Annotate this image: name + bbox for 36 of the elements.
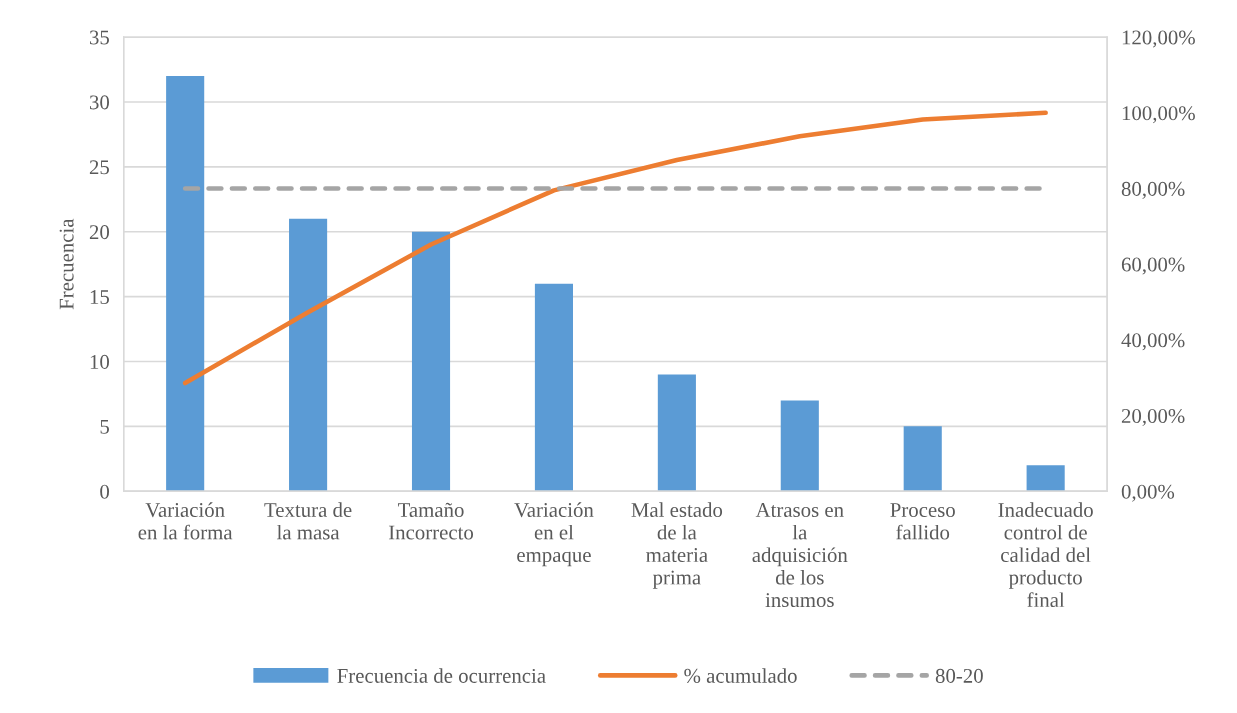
bar [1026, 465, 1065, 492]
bar [903, 426, 942, 492]
y2-tick-label: 40,00% [1121, 333, 1185, 351]
y-tick-label: 25 [89, 160, 109, 175]
bar [780, 400, 819, 492]
bar [657, 374, 696, 492]
x-tick-label: Tamaño Incorrecto [388, 502, 474, 540]
x-tick-label: Proceso fallido [890, 503, 955, 540]
y-tick-label: 35 [89, 30, 109, 45]
y2-tick-label: 0,00% [1121, 484, 1175, 502]
bar [411, 231, 451, 492]
bar [289, 218, 328, 492]
y-tick-label: 30 [89, 95, 110, 110]
y-tick-label: 20 [89, 225, 110, 240]
x-tick-label: Inadecuado control de calidad del producto final [998, 502, 1093, 608]
y-tick-label: 15 [90, 290, 109, 305]
bar [534, 283, 573, 492]
legend-label: % acumulado [684, 668, 797, 683]
y2-tick-label: 80,00% [1121, 181, 1185, 199]
legend-label: Frecuencia de ocurrencia [337, 668, 546, 683]
x-tick-label: Atrasos en la adquisición de los insumos [752, 503, 848, 608]
y-axis-title: Frecuencia [59, 218, 74, 310]
x-tick-label: Variación en la forma [138, 502, 233, 540]
line-series [182, 110, 1048, 386]
y-tick-label: 5 [100, 419, 109, 434]
y2-tick-label: 20,00% [1121, 408, 1185, 426]
y2-tick-label: 100,00% [1122, 106, 1195, 124]
x-tick-label: Textura de la masa [264, 502, 352, 540]
x-tick-label: Mal estado de la materia prima [631, 502, 723, 589]
legend-label: 80-20 [935, 668, 983, 683]
bar [166, 76, 205, 492]
y2-tick-label: 120,00% [1122, 30, 1195, 48]
y-tick-label: 10 [90, 354, 110, 369]
y-tick-label: 0 [100, 484, 110, 499]
y2-tick-label: 60,00% [1121, 257, 1185, 275]
x-tick-label: Variación en el empaque [514, 502, 594, 567]
